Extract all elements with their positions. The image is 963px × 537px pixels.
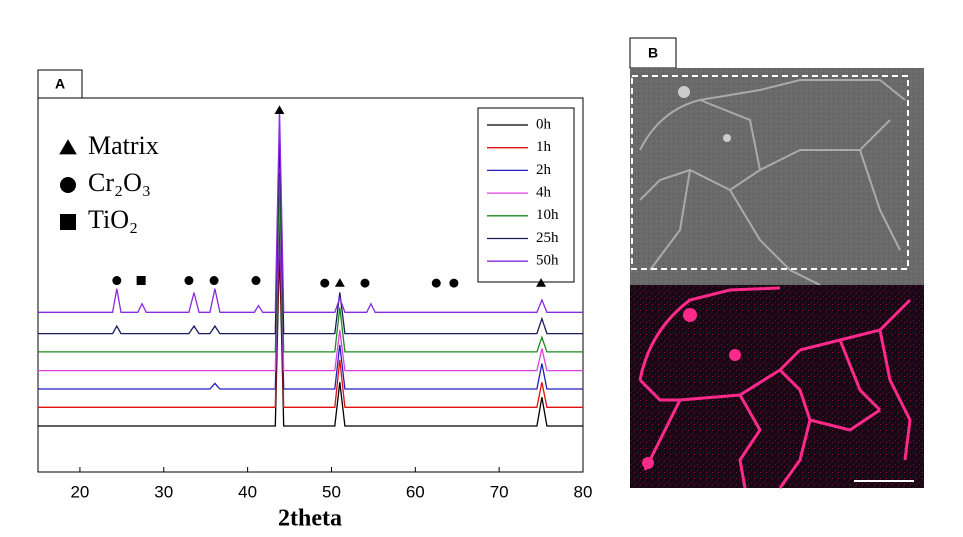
panel-label: A — [55, 76, 65, 92]
series-line — [38, 109, 583, 313]
marker — [136, 276, 146, 286]
marker — [112, 276, 122, 286]
x-axis-label: 2theta — [278, 506, 342, 532]
particle — [683, 308, 697, 322]
symbol-legend-label: Cr₂O₃ — [88, 168, 151, 197]
legend-label: 50h — [536, 253, 559, 269]
x-tick-label: 20 — [70, 482, 89, 501]
marker — [184, 276, 194, 286]
particle — [723, 134, 731, 142]
x-tick-label: 80 — [574, 482, 593, 501]
series-line — [38, 172, 583, 353]
marker — [449, 278, 459, 288]
plot-frame — [37, 97, 584, 473]
eds-network — [638, 286, 912, 489]
panel-label: B — [648, 45, 658, 61]
legend-label: 1h — [536, 139, 552, 155]
grain-boundaries — [639, 79, 906, 286]
selection-box — [631, 75, 909, 270]
symbol-legend-label: Matrix — [88, 131, 159, 160]
legend-label: 2h — [536, 162, 552, 178]
marker — [320, 278, 330, 288]
x-tick-label: 40 — [238, 482, 257, 501]
series-line — [38, 228, 583, 408]
legend-label: 10h — [536, 207, 559, 223]
marker — [209, 276, 219, 286]
eds-map — [630, 285, 924, 488]
series-line — [38, 191, 583, 372]
legend-label: 25h — [536, 230, 559, 246]
particle — [642, 457, 654, 469]
scale-bar — [854, 480, 914, 482]
particle — [729, 349, 741, 361]
x-tick-label: 50 — [322, 482, 341, 501]
marker — [60, 214, 76, 230]
panel-label-box — [37, 69, 83, 99]
marker — [431, 278, 441, 288]
marker — [536, 278, 547, 287]
marker — [360, 278, 370, 288]
series-line — [38, 210, 583, 390]
series-line — [38, 247, 583, 427]
legend-box — [477, 107, 575, 283]
legend-label: 4h — [536, 185, 552, 201]
x-tick-label: 30 — [154, 482, 173, 501]
marker — [251, 276, 261, 286]
sem-image — [630, 68, 924, 285]
symbol-legend-label: TiO₂ — [88, 205, 138, 234]
legend-label: 0h — [536, 116, 552, 132]
particle — [678, 86, 690, 98]
x-tick-label: 70 — [490, 482, 509, 501]
series-line — [38, 135, 583, 335]
marker — [334, 278, 345, 287]
marker — [274, 105, 285, 114]
x-tick-label: 60 — [406, 482, 425, 501]
marker — [60, 177, 76, 193]
marker — [59, 139, 77, 155]
